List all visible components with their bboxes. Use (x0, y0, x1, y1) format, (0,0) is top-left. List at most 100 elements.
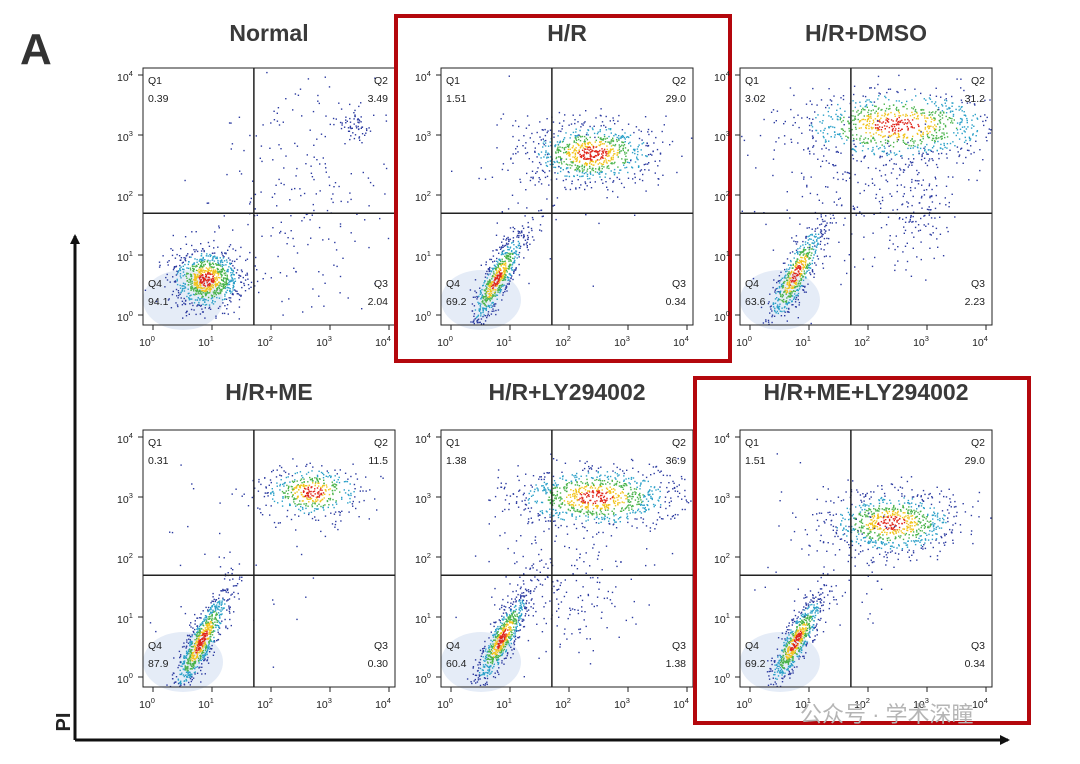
event-dot (877, 124, 878, 125)
event-dot (188, 264, 189, 265)
event-dot (347, 201, 348, 202)
event-dot (588, 158, 589, 159)
event-dot (779, 282, 780, 283)
event-dot (914, 140, 915, 141)
event-dot (925, 127, 926, 128)
quadrant-name: Q2 (971, 75, 985, 87)
event-dot (204, 301, 205, 302)
event-dot (232, 294, 233, 295)
event-dot (938, 158, 939, 159)
event-dot (626, 167, 627, 168)
event-dot (210, 309, 211, 310)
event-dot (899, 117, 900, 118)
event-dot (522, 225, 523, 226)
event-dot (231, 568, 232, 569)
event-dot (813, 240, 814, 241)
event-dot (503, 271, 504, 272)
event-dot (828, 126, 829, 127)
event-dot (548, 146, 549, 147)
event-dot (797, 275, 798, 276)
event-dot (180, 656, 181, 657)
event-dot (921, 109, 922, 110)
event-dot (924, 158, 925, 159)
event-dot (545, 145, 546, 146)
event-dot (200, 266, 201, 267)
event-dot (566, 175, 567, 176)
event-dot (771, 322, 772, 323)
event-dot (525, 189, 526, 190)
event-dot (239, 577, 240, 578)
event-dot (605, 181, 606, 182)
event-dot (924, 117, 925, 118)
event-dot (878, 95, 879, 96)
event-dot (497, 264, 498, 265)
event-dot (581, 145, 582, 146)
event-dot (782, 287, 783, 288)
event-dot (217, 268, 218, 269)
event-dot (213, 270, 214, 271)
event-dot (203, 610, 204, 611)
event-dot (201, 263, 202, 264)
event-dot (485, 293, 486, 294)
event-dot (825, 139, 826, 140)
event-dot (899, 168, 900, 169)
quadrant-value: 29.0 (666, 93, 687, 105)
event-dot (828, 163, 829, 164)
event-dot (863, 119, 864, 120)
event-dot (933, 117, 934, 118)
event-dot (884, 148, 885, 149)
event-dot (503, 250, 504, 251)
event-dot (191, 681, 192, 682)
event-dot (491, 278, 492, 279)
x-tick-label: 100 (736, 334, 752, 349)
event-dot (178, 295, 179, 296)
event-dot (349, 192, 350, 193)
event-dot (876, 111, 877, 112)
event-dot (622, 142, 623, 143)
event-dot (775, 293, 776, 294)
event-dot (813, 277, 814, 278)
event-dot (602, 151, 603, 152)
event-dot (212, 263, 213, 264)
panel: H/R+DMSO100100101101102102103103104104Q1… (714, 20, 992, 349)
event-dot (599, 162, 600, 163)
event-dot (289, 199, 290, 200)
event-dot (612, 117, 613, 118)
event-dot (606, 187, 607, 188)
event-dot (791, 291, 792, 292)
event-dot (859, 113, 860, 114)
event-dot (895, 128, 896, 129)
event-dot (965, 115, 966, 116)
event-dot (886, 126, 887, 127)
event-dot (780, 296, 781, 297)
event-dot (197, 631, 198, 632)
event-dot (658, 184, 659, 185)
event-dot (962, 127, 963, 128)
event-dot (990, 132, 991, 133)
event-dot (388, 238, 389, 239)
event-dot (614, 123, 615, 124)
tick-base: 10 (714, 192, 726, 204)
tick-base: 10 (736, 337, 748, 349)
event-dot (792, 295, 793, 296)
event-dot (186, 276, 187, 277)
event-dot (579, 115, 580, 116)
event-dot (356, 127, 357, 128)
event-dot (283, 184, 284, 185)
event-dot (228, 313, 229, 314)
event-dot (353, 118, 354, 119)
tick-base: 10 (139, 337, 151, 349)
event-dot (777, 304, 778, 305)
event-dot (209, 254, 210, 255)
event-dot (351, 232, 352, 233)
event-dot (942, 114, 943, 115)
event-dot (817, 159, 818, 160)
event-dot (603, 150, 604, 151)
tick-exponent: 1 (726, 249, 730, 258)
event-dot (480, 303, 481, 304)
event-dot (591, 169, 592, 170)
event-dot (777, 291, 778, 292)
event-dot (208, 607, 209, 608)
event-dot (918, 126, 919, 127)
event-dot (502, 272, 503, 273)
